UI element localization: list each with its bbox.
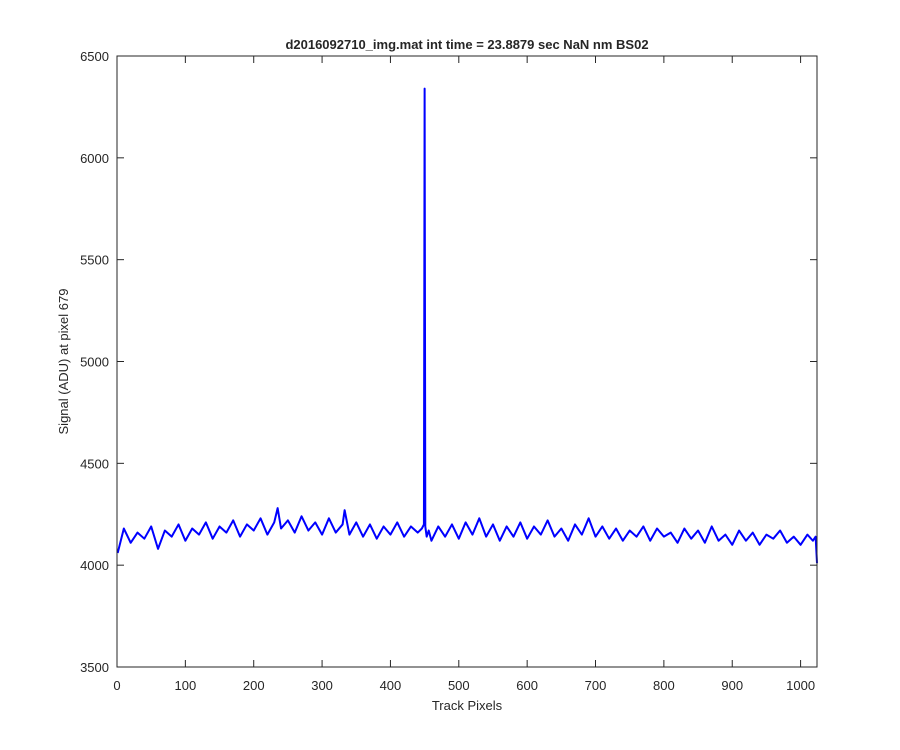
x-tick-label: 100 xyxy=(175,678,197,693)
series-line xyxy=(116,87,818,564)
plot-area xyxy=(117,56,817,667)
x-axis: 0 100 200 300 400 500 600 700 800 900 1000 xyxy=(113,56,815,693)
y-tick-label: 5000 xyxy=(80,355,109,370)
x-tick-label: 0 xyxy=(113,678,120,693)
x-tick-label: 400 xyxy=(380,678,402,693)
y-axis: 3500 4000 4500 5000 5500 6000 6500 xyxy=(80,49,817,675)
x-tick-label: 500 xyxy=(448,678,470,693)
x-tick-label: 200 xyxy=(243,678,265,693)
y-tick-label: 3500 xyxy=(80,660,109,675)
y-tick-label: 6500 xyxy=(80,49,109,64)
x-tick-label: 700 xyxy=(585,678,607,693)
x-tick-label: 800 xyxy=(653,678,675,693)
y-tick-label: 4500 xyxy=(80,456,109,471)
x-axis-label: Track Pixels xyxy=(432,698,503,713)
x-tick-label: 1000 xyxy=(786,678,815,693)
series-layer xyxy=(116,87,818,564)
chart-title: d2016092710_img.mat int time = 23.8879 s… xyxy=(285,37,648,52)
y-tick-label: 5500 xyxy=(80,253,109,268)
x-tick-label: 900 xyxy=(721,678,743,693)
y-tick-label: 6000 xyxy=(80,151,109,166)
x-tick-label: 600 xyxy=(516,678,538,693)
x-tick-label: 300 xyxy=(311,678,333,693)
y-axis-label: Signal (ADU) at pixel 679 xyxy=(56,289,71,435)
y-tick-label: 4000 xyxy=(80,558,109,573)
